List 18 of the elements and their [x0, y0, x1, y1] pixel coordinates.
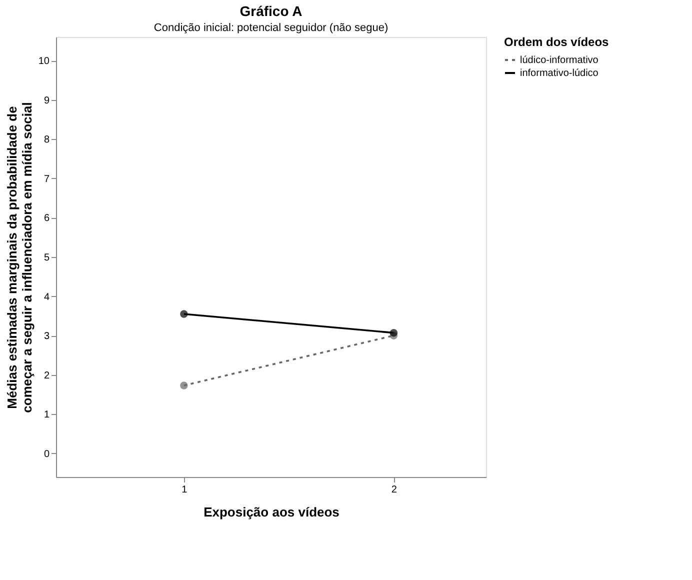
y-tick-label: 1 — [44, 410, 50, 421]
legend-title: Ordem dos vídeos — [504, 35, 610, 49]
x-axis-title: Exposição aos vídeos — [204, 504, 340, 520]
legend-label: informativo-lúdico — [520, 68, 599, 79]
y-tick-label: 4 — [44, 292, 50, 303]
y-tick-label: 10 — [38, 56, 50, 68]
y-tick-label: 2 — [44, 370, 50, 382]
chart-title: Gráfico A — [240, 3, 302, 19]
legend-label: lúdico-informativo — [520, 55, 599, 66]
y-tick-label: 0 — [44, 448, 50, 460]
y-tick-label: 5 — [44, 252, 50, 264]
y-tick-label: 3 — [44, 331, 50, 342]
y-tick-label: 9 — [44, 95, 50, 106]
y-tick-label: 6 — [44, 213, 50, 224]
chart-subtitle: Condição inicial: potencial seguidor (não segue) — [154, 22, 388, 34]
y-tick-label: 7 — [44, 174, 50, 185]
y-tick-label: 8 — [44, 134, 50, 146]
y-axis-title: Médias estimadas marginais da probabilidade de começar a seguir a influenciadora em mídia social — [4, 102, 34, 413]
